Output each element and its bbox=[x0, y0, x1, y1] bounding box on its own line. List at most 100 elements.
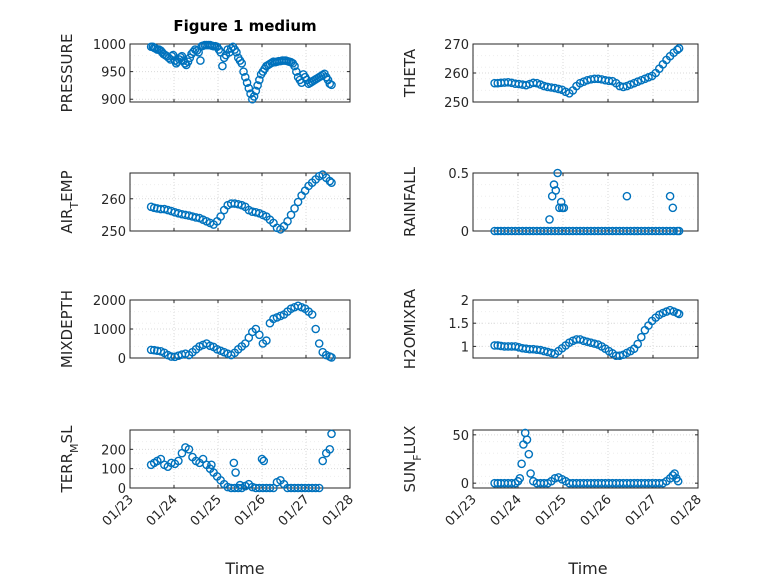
data-point bbox=[216, 212, 225, 221]
data-point bbox=[290, 204, 299, 213]
axes-box bbox=[472, 172, 699, 232]
data-point bbox=[673, 45, 682, 55]
y-axis-label: AIRTEMP bbox=[58, 170, 81, 233]
axes-box bbox=[472, 299, 699, 359]
data-point bbox=[229, 458, 239, 468]
data-point bbox=[318, 456, 328, 466]
data-point bbox=[232, 47, 241, 57]
data-point bbox=[239, 67, 248, 76]
data-point bbox=[524, 449, 534, 459]
data-point bbox=[325, 79, 335, 89]
y-tick-label: 0 bbox=[461, 477, 469, 492]
data-point bbox=[307, 310, 317, 319]
x-tick-label: 01/27 bbox=[623, 492, 660, 529]
y-tick-label: 1000 bbox=[93, 323, 126, 338]
data-point bbox=[674, 226, 684, 236]
x-axis-label-left: Time bbox=[224, 559, 264, 578]
subplot-rainfall: 0 0.5 RAINFALL bbox=[401, 166, 699, 240]
data-point bbox=[251, 86, 261, 96]
data-point bbox=[293, 197, 303, 207]
data-point bbox=[314, 483, 324, 493]
data-point bbox=[559, 203, 569, 213]
data-point bbox=[555, 203, 564, 213]
y-tick-label: 900 bbox=[101, 93, 126, 108]
data-point bbox=[545, 215, 554, 224]
subplot-terr-msl: 0 100 200 TERRMSL 01/23 01/24 01/25 01/26 01/27 0… bbox=[58, 425, 357, 529]
data-point bbox=[259, 456, 269, 466]
data-point bbox=[218, 61, 227, 71]
data-point bbox=[622, 191, 632, 201]
data-point bbox=[240, 481, 250, 491]
data-point bbox=[522, 435, 532, 444]
data-point bbox=[490, 341, 499, 350]
y-axis-label: THETA bbox=[401, 48, 419, 98]
data-point bbox=[669, 226, 679, 236]
data-point bbox=[553, 168, 562, 178]
data-point bbox=[242, 78, 252, 87]
data-point bbox=[490, 478, 499, 488]
y-label-main: SUN bbox=[401, 461, 419, 493]
y-tick-label: 2 bbox=[461, 294, 469, 309]
y-tick-label: 270 bbox=[444, 38, 469, 53]
data-point bbox=[517, 459, 526, 469]
data-point bbox=[257, 454, 267, 464]
y-tick-label: 950 bbox=[101, 66, 126, 81]
data-point bbox=[168, 50, 178, 60]
subplot-mixdepth: 0 1000 2000 MIXDEPTH bbox=[58, 290, 351, 368]
x-tick-label: 01/26 bbox=[578, 492, 615, 529]
x-tick-label: 01/24 bbox=[488, 492, 525, 529]
x-tick-label: 01/25 bbox=[188, 492, 225, 529]
y-axis-label: RAINFALL bbox=[401, 166, 419, 237]
data-point bbox=[615, 351, 625, 360]
subplot-theta: 250 260 270 THETA bbox=[401, 38, 699, 111]
y-tick-label: 1 bbox=[461, 340, 469, 355]
y-tick-label: 1.5 bbox=[448, 317, 469, 332]
y-axis-label: H2OMIXRA bbox=[401, 288, 419, 369]
subplot-h2omixra: 1 1.5 2 H2OMIXRA bbox=[401, 288, 699, 369]
y-label-subscript: T bbox=[68, 202, 81, 210]
data-point bbox=[286, 210, 296, 220]
y-axis-label: MIXDEPTH bbox=[58, 290, 76, 368]
y-tick-label: 0 bbox=[118, 482, 126, 497]
y-label-rest: LUX bbox=[401, 426, 419, 455]
data-point bbox=[207, 460, 216, 470]
y-tick-label: 250 bbox=[444, 96, 469, 111]
data-point bbox=[255, 75, 264, 85]
data-point bbox=[490, 78, 499, 88]
data-point bbox=[290, 61, 299, 71]
y-tick-label: 2000 bbox=[93, 294, 126, 309]
x-tick-label: 01/25 bbox=[533, 492, 570, 529]
data-point bbox=[192, 46, 202, 55]
data-point bbox=[255, 330, 264, 340]
subplot-air-temp: 250 260 AIRTEMP bbox=[58, 170, 351, 240]
data-point bbox=[262, 336, 271, 345]
data-point bbox=[551, 186, 561, 195]
data-point bbox=[325, 176, 335, 186]
y-tick-label: 0.5 bbox=[448, 167, 469, 182]
axes-box bbox=[472, 429, 699, 489]
y-label-rest: SL bbox=[58, 425, 76, 444]
data-point bbox=[237, 59, 247, 68]
x-tick-label: 01/23 bbox=[100, 492, 137, 529]
y-axis-label: SUNFLUX bbox=[401, 426, 424, 493]
data-point bbox=[549, 180, 559, 189]
x-axis-label-right: Time bbox=[567, 559, 607, 578]
data-point bbox=[674, 309, 684, 319]
data-point bbox=[244, 83, 254, 93]
data-point bbox=[637, 332, 646, 342]
x-tick-label: 01/26 bbox=[232, 492, 269, 529]
x-tick-label: 01/28 bbox=[320, 492, 357, 529]
data-point bbox=[177, 51, 187, 61]
data-point bbox=[189, 47, 198, 57]
x-tick-label: 01/24 bbox=[144, 492, 181, 529]
y-label-subscript: M bbox=[68, 443, 81, 453]
data-point bbox=[554, 84, 563, 94]
data-point bbox=[265, 483, 275, 493]
y-label-main: AIR bbox=[58, 209, 76, 234]
data-point bbox=[184, 445, 194, 454]
data-point bbox=[590, 339, 599, 348]
y-tick-label: 260 bbox=[444, 67, 469, 82]
x-tick-label: 01/23 bbox=[443, 492, 480, 529]
